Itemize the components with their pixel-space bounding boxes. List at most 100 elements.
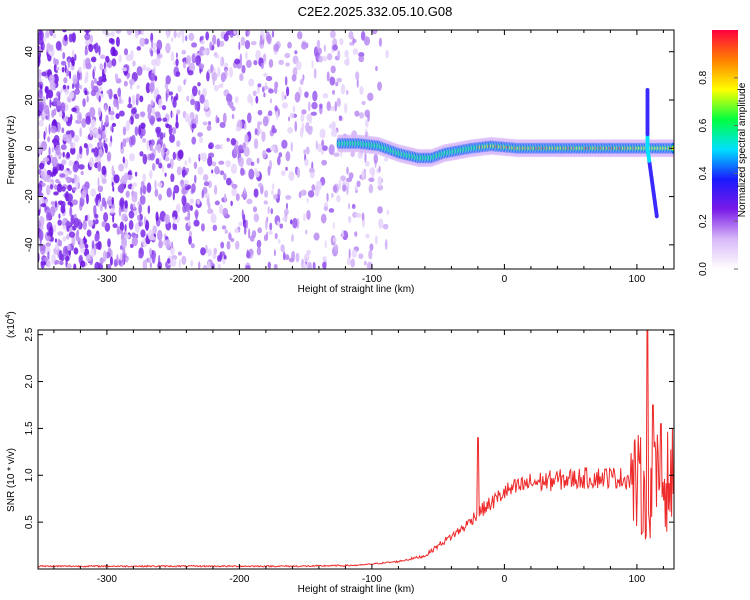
noise-speck [47, 251, 50, 260]
noise-speck [155, 158, 160, 165]
noise-speck [154, 179, 157, 190]
noise-speck [165, 42, 171, 54]
noise-speck [217, 67, 221, 77]
noise-speck [197, 166, 204, 176]
noise-speck [112, 213, 115, 223]
noise-speck [321, 141, 324, 147]
noise-speck [143, 38, 149, 45]
spectrogram-x-tick-label: -300 [97, 274, 117, 285]
noise-speck [68, 33, 73, 43]
noise-speck [195, 210, 198, 220]
noise-speck [175, 71, 181, 77]
spectrogram-x-tick-label: 100 [629, 274, 646, 285]
noise-speck [139, 95, 144, 103]
noise-speck [263, 85, 269, 90]
noise-speck [142, 64, 147, 71]
noise-speck [128, 210, 135, 219]
noise-speck [116, 100, 119, 110]
noise-speck [118, 259, 122, 266]
noise-speck [99, 257, 104, 265]
noise-speck [110, 115, 115, 121]
noise-speck [282, 251, 286, 261]
noise-speck [66, 95, 73, 103]
noise-speck [294, 91, 301, 103]
snr-panel: -300 -200 -100 0 100 0.5 1.0 1.5 2.0 2.5 Height … [5, 311, 675, 595]
noise-speck [182, 203, 187, 214]
noise-speck [332, 184, 338, 193]
spectrogram-noise-layer [38, 30, 390, 269]
noise-speck [61, 110, 66, 120]
noise-speck [66, 234, 70, 240]
noise-speck [331, 192, 334, 198]
noise-speck [152, 42, 157, 53]
noise-speck [71, 178, 75, 184]
noise-speck [38, 55, 41, 64]
noise-speck [374, 235, 378, 245]
noise-speck [323, 44, 326, 53]
noise-speck [39, 30, 43, 38]
noise-speck [65, 68, 70, 77]
noise-speck [219, 170, 225, 176]
noise-speck [52, 33, 57, 39]
noise-speck [230, 163, 238, 174]
noise-speck [115, 113, 120, 119]
noise-speck [146, 182, 152, 194]
noise-speck [85, 115, 91, 125]
snr-y-axis-label: SNR (10 * v/v) [6, 448, 17, 512]
noise-speck [156, 143, 162, 154]
ridge-streak [645, 87, 650, 93]
noise-speck [200, 247, 206, 256]
noise-speck [68, 160, 74, 167]
noise-speck [348, 30, 354, 40]
noise-speck [64, 34, 68, 42]
noise-speck [307, 101, 311, 112]
noise-speck [73, 173, 77, 182]
noise-speck [111, 122, 117, 127]
noise-speck [361, 169, 366, 179]
noise-speck [187, 220, 191, 227]
noise-speck [128, 78, 135, 86]
noise-speck [79, 145, 83, 155]
noise-speck [306, 113, 311, 122]
noise-speck [162, 143, 166, 152]
noise-speck [197, 132, 203, 137]
colorbar-tick-label: 0.0 [698, 262, 709, 276]
noise-speck [168, 124, 173, 136]
noise-speck [62, 84, 67, 90]
noise-speck [69, 141, 76, 149]
noise-speck [205, 31, 210, 41]
colorbar-tick-label: 0.2 [698, 214, 709, 228]
noise-speck [284, 254, 290, 261]
noise-speck [321, 56, 328, 62]
noise-speck [203, 193, 210, 199]
noise-speck [177, 149, 184, 160]
noise-speck [77, 240, 80, 245]
noise-speck [161, 105, 167, 111]
noise-speck [55, 66, 60, 71]
noise-speck [99, 54, 106, 60]
noise-speck [97, 160, 102, 172]
noise-speck [91, 240, 95, 250]
noise-speck [212, 75, 215, 86]
noise-speck [54, 238, 58, 243]
noise-speck [104, 104, 107, 113]
noise-speck [276, 220, 280, 227]
noise-speck [343, 58, 350, 66]
noise-speck [228, 100, 234, 109]
noise-speck [76, 111, 82, 122]
noise-speck [305, 229, 308, 235]
noise-speck [39, 162, 45, 170]
noise-speck [38, 141, 41, 147]
noise-speck [336, 97, 341, 108]
noise-speck [236, 31, 239, 39]
noise-speck [148, 248, 153, 255]
noise-speck [290, 219, 293, 225]
noise-speck [172, 222, 176, 231]
noise-speck [98, 128, 101, 133]
noise-speck [175, 52, 178, 59]
noise-speck [336, 195, 341, 203]
noise-speck [201, 152, 207, 163]
noise-speck [313, 232, 320, 241]
noise-speck [188, 157, 192, 164]
noise-speck [278, 59, 284, 65]
